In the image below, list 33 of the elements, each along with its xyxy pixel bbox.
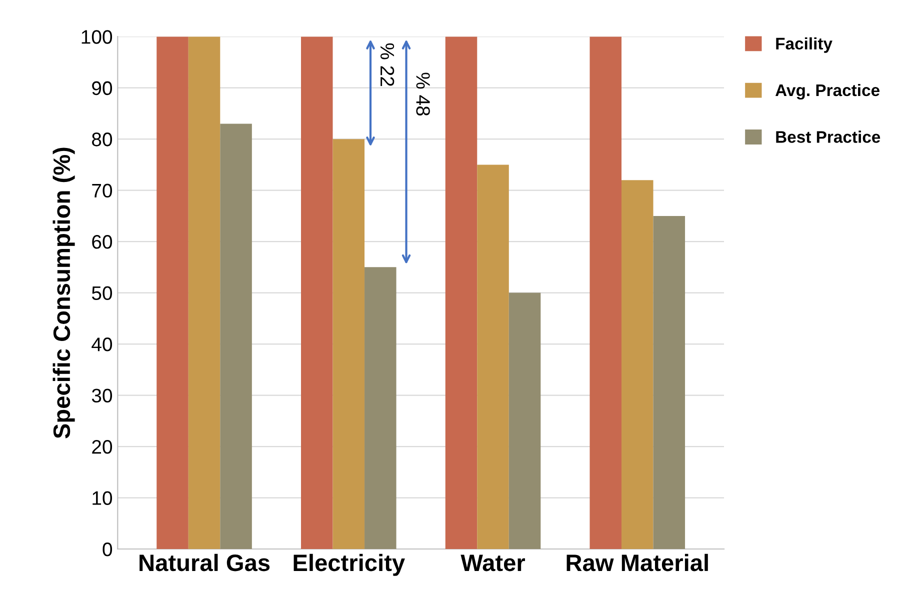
y-tick-label: 0 (102, 542, 112, 556)
y-tick-label: 20 (92, 440, 112, 454)
bar (301, 36, 333, 549)
bar (653, 216, 686, 549)
bar (156, 36, 188, 549)
x-tick-label: Water (460, 554, 526, 572)
bar (508, 292, 541, 549)
y-tick-label: 40 (92, 338, 112, 352)
legend-label: Best Practice (776, 130, 880, 143)
y-tick-label: 100 (82, 30, 112, 44)
y-tick-label: 60 (92, 235, 112, 249)
y-tick-label: 80 (92, 132, 112, 146)
legend-label: Facility (776, 37, 832, 53)
y-tick-label: 70 (92, 184, 112, 198)
bar (590, 36, 622, 549)
bar (188, 36, 220, 549)
bar (477, 164, 509, 549)
x-tick-label: Raw Material (566, 554, 708, 572)
bar (445, 36, 478, 549)
annotation: % 22 (380, 43, 394, 86)
y-tick-label: 10 (92, 491, 112, 505)
bar (622, 180, 654, 549)
y-tick-label: 50 (92, 286, 112, 300)
x-tick-label: Natural Gas (140, 554, 270, 572)
bar (332, 139, 365, 549)
x-tick-label: Electricity (294, 554, 405, 576)
y-tick-label: 30 (92, 388, 112, 403)
bar (364, 267, 396, 549)
annotation: % 48 (416, 72, 430, 116)
legend-label: Avg. Practice (775, 84, 880, 100)
y-axis-title: Specific Consumption (%) (52, 148, 75, 438)
bar (220, 124, 252, 549)
y-tick-label: 90 (92, 81, 112, 96)
